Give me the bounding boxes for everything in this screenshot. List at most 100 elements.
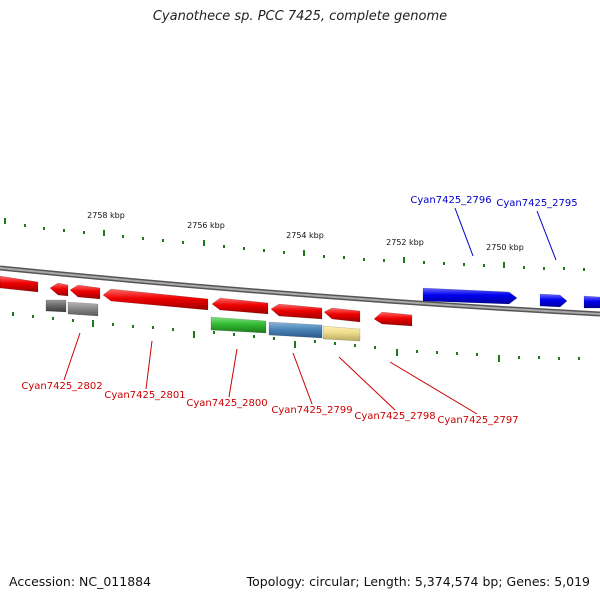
scale-tick [193, 331, 195, 338]
scale-tick [223, 245, 225, 248]
scale-tick [63, 229, 65, 232]
gene-leader-line [63, 332, 81, 381]
gene-label-cyan7425-2800[interactable]: Cyan7425_2800 [186, 398, 267, 409]
genome-title: Cyanothece sp. PCC 7425, complete genome [152, 9, 448, 24]
scale-tick [403, 257, 405, 263]
gene-label-cyan7425-2802[interactable]: Cyan7425_2802 [21, 381, 102, 392]
scale-tick [443, 262, 445, 265]
accession-text: Accession: NC_011884 [9, 574, 152, 589]
scale-tick [343, 256, 345, 259]
gene-red-5[interactable] [211, 297, 269, 315]
scale-label: 2756 kbp [187, 221, 225, 230]
scale-tick [374, 346, 376, 349]
scale-tick [273, 337, 275, 340]
scale-tick [558, 357, 560, 360]
scale-tick [334, 342, 336, 345]
scale-tick [162, 239, 164, 242]
scale-tick [213, 331, 215, 334]
gene-label-cyan7425-2801[interactable]: Cyan7425_2801 [104, 390, 185, 401]
gene-red-3[interactable] [69, 284, 101, 300]
gene-label-cyan7425-2798[interactable]: Cyan7425_2798 [354, 411, 435, 422]
feature-block-khaki[interactable] [322, 325, 361, 342]
scale-tick [43, 227, 45, 230]
scale-tick [503, 262, 505, 268]
scale-tick [32, 315, 34, 318]
scale-tick [203, 240, 205, 246]
gene-red-1[interactable] [0, 275, 39, 293]
scale-tick [4, 218, 6, 224]
scale-tick [243, 247, 245, 250]
scale-tick [436, 351, 438, 354]
scale-tick [122, 235, 124, 238]
scale-tick [498, 355, 500, 362]
gene-leader-line [536, 210, 557, 261]
gene-leader-line [454, 207, 474, 257]
feature-block-steel-blue[interactable] [268, 321, 323, 339]
scale-tick [416, 350, 418, 353]
gene-label-cyan7425-2799[interactable]: Cyan7425_2799 [271, 405, 352, 416]
genome-summary-text: Topology: circular; Length: 5,374,574 bp… [246, 574, 590, 589]
gene-red-8[interactable] [373, 311, 413, 327]
scale-tick [323, 255, 325, 258]
gene-red-6[interactable] [270, 303, 323, 320]
scale-tick [24, 224, 26, 227]
gene-blue-3[interactable] [583, 295, 600, 309]
scale-tick [543, 267, 545, 270]
scale-tick [303, 250, 305, 256]
scale-tick [182, 241, 184, 244]
scale-tick [142, 237, 144, 240]
feature-block-green[interactable] [210, 316, 267, 334]
scale-tick [103, 230, 105, 236]
gene-label-cyan7425-2795[interactable]: Cyan7425_2795 [496, 198, 577, 209]
scale-tick [152, 326, 154, 329]
gene-blue-1[interactable] [422, 287, 518, 305]
scale-label: 2752 kbp [386, 238, 424, 247]
scale-tick [72, 319, 74, 322]
gene-label-cyan7425-2796[interactable]: Cyan7425_2796 [410, 195, 491, 206]
scale-label: 2754 kbp [286, 231, 324, 240]
scale-tick [463, 263, 465, 266]
scale-tick [132, 325, 134, 328]
gene-leader-line [338, 356, 396, 411]
gene-leader-line [228, 348, 238, 398]
scale-tick [354, 344, 356, 347]
scale-tick [523, 266, 525, 269]
gene-leader-line [389, 361, 478, 415]
scale-tick [578, 357, 580, 360]
scale-tick [423, 261, 425, 264]
gene-red-2[interactable] [49, 282, 69, 297]
scale-label: 2758 kbp [87, 211, 125, 220]
feature-block-dark-gray[interactable] [45, 299, 67, 313]
scale-tick [172, 328, 174, 331]
feature-block-gray[interactable] [67, 301, 99, 317]
scale-tick [483, 264, 485, 267]
scale-tick [396, 349, 398, 356]
gene-leader-line [145, 340, 153, 390]
scale-tick [363, 258, 365, 261]
scale-tick [383, 259, 385, 262]
scale-tick [294, 341, 296, 348]
scale-tick [283, 251, 285, 254]
scale-tick [83, 231, 85, 234]
scale-label: 2750 kbp [486, 243, 524, 252]
scale-tick [476, 353, 478, 356]
scale-tick [233, 333, 235, 336]
gene-leader-line [292, 352, 313, 405]
scale-tick [583, 268, 585, 271]
gene-red-4[interactable] [102, 288, 209, 311]
scale-tick [314, 340, 316, 343]
scale-tick [518, 356, 520, 359]
gene-blue-2[interactable] [539, 293, 568, 308]
scale-tick [112, 323, 114, 326]
scale-tick [92, 320, 94, 327]
scale-tick [563, 267, 565, 270]
scale-tick [12, 312, 14, 316]
scale-tick [253, 335, 255, 338]
gene-label-cyan7425-2797[interactable]: Cyan7425_2797 [437, 415, 518, 426]
scale-tick [263, 249, 265, 252]
genome-backbone [0, 267, 600, 315]
scale-tick [538, 356, 540, 359]
scale-tick [456, 352, 458, 355]
gene-red-7[interactable] [323, 307, 361, 323]
